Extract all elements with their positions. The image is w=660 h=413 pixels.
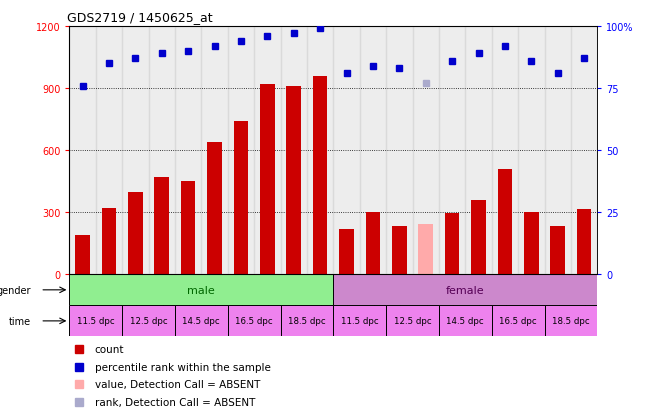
Text: 11.5 dpc: 11.5 dpc (77, 317, 115, 325)
Bar (412, 27, 439, 275)
Text: GDS2719 / 1450625_at: GDS2719 / 1450625_at (67, 11, 213, 24)
Bar (366, 213, 380, 275)
Bar (175, 27, 201, 275)
Bar (339, 229, 354, 275)
Text: 18.5 dpc: 18.5 dpc (552, 317, 590, 325)
Text: 14.5 dpc: 14.5 dpc (446, 317, 484, 325)
Bar (392, 226, 407, 275)
Bar (307, 27, 333, 275)
Bar (148, 27, 175, 275)
Bar (69, 306, 122, 337)
Bar (524, 213, 539, 275)
Bar (386, 306, 439, 337)
Bar (69, 27, 96, 275)
Text: rank, Detection Call = ABSENT: rank, Detection Call = ABSENT (94, 396, 255, 407)
Bar (550, 226, 565, 275)
Bar (207, 142, 222, 275)
Text: 16.5 dpc: 16.5 dpc (499, 317, 537, 325)
Bar (492, 306, 544, 337)
Bar (228, 306, 280, 337)
Bar (280, 306, 333, 337)
Bar (102, 209, 116, 275)
Bar (181, 182, 195, 275)
Bar (201, 27, 228, 275)
Bar (280, 27, 307, 275)
Bar (333, 275, 597, 306)
Bar (571, 27, 597, 275)
Bar (254, 27, 280, 275)
Bar (544, 306, 597, 337)
Bar (69, 275, 333, 306)
Bar (465, 27, 492, 275)
Bar (175, 306, 228, 337)
Text: 12.5 dpc: 12.5 dpc (129, 317, 168, 325)
Bar (333, 306, 386, 337)
Bar (234, 122, 248, 275)
Bar (333, 27, 360, 275)
Bar (492, 27, 518, 275)
Bar (128, 192, 143, 275)
Bar (360, 27, 386, 275)
Bar (577, 210, 591, 275)
Bar (439, 306, 492, 337)
Bar (386, 27, 412, 275)
Bar (498, 169, 512, 275)
Text: gender: gender (0, 285, 31, 295)
Bar (122, 27, 148, 275)
Bar (96, 27, 122, 275)
Bar (286, 87, 301, 275)
Bar (228, 27, 254, 275)
Text: count: count (94, 344, 124, 355)
Bar (439, 27, 465, 275)
Text: male: male (187, 285, 215, 295)
Bar (471, 200, 486, 275)
Bar (544, 27, 571, 275)
Text: percentile rank within the sample: percentile rank within the sample (94, 362, 271, 372)
Bar (260, 85, 275, 275)
Text: 18.5 dpc: 18.5 dpc (288, 317, 326, 325)
Bar (75, 235, 90, 275)
Text: 16.5 dpc: 16.5 dpc (235, 317, 273, 325)
Text: 11.5 dpc: 11.5 dpc (341, 317, 379, 325)
Text: value, Detection Call = ABSENT: value, Detection Call = ABSENT (94, 379, 260, 389)
Bar (518, 27, 544, 275)
Text: 12.5 dpc: 12.5 dpc (393, 317, 432, 325)
Text: female: female (446, 285, 484, 295)
Bar (154, 178, 169, 275)
Text: 14.5 dpc: 14.5 dpc (182, 317, 220, 325)
Bar (313, 76, 327, 275)
Text: time: time (9, 316, 31, 326)
Bar (122, 306, 175, 337)
Bar (445, 214, 459, 275)
Bar (418, 224, 433, 275)
